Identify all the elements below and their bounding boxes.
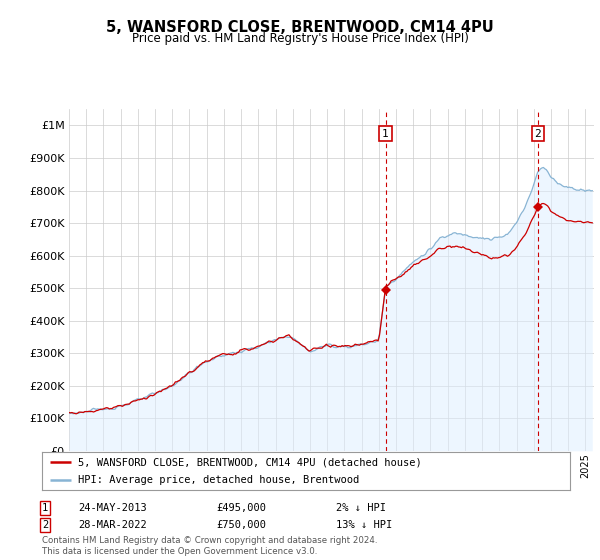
Text: 1: 1	[382, 129, 389, 139]
Text: Price paid vs. HM Land Registry's House Price Index (HPI): Price paid vs. HM Land Registry's House …	[131, 32, 469, 45]
Text: 28-MAR-2022: 28-MAR-2022	[78, 520, 147, 530]
Text: 24-MAY-2013: 24-MAY-2013	[78, 503, 147, 513]
Text: £750,000: £750,000	[216, 520, 266, 530]
Text: 5, WANSFORD CLOSE, BRENTWOOD, CM14 4PU (detached house): 5, WANSFORD CLOSE, BRENTWOOD, CM14 4PU (…	[78, 457, 422, 467]
Text: HPI: Average price, detached house, Brentwood: HPI: Average price, detached house, Bren…	[78, 475, 359, 485]
Text: 5, WANSFORD CLOSE, BRENTWOOD, CM14 4PU: 5, WANSFORD CLOSE, BRENTWOOD, CM14 4PU	[106, 20, 494, 35]
Text: 2: 2	[42, 520, 48, 530]
Text: 2: 2	[535, 129, 541, 139]
Text: £495,000: £495,000	[216, 503, 266, 513]
Text: 13% ↓ HPI: 13% ↓ HPI	[336, 520, 392, 530]
Text: 2% ↓ HPI: 2% ↓ HPI	[336, 503, 386, 513]
Text: 1: 1	[42, 503, 48, 513]
Text: Contains HM Land Registry data © Crown copyright and database right 2024.
This d: Contains HM Land Registry data © Crown c…	[42, 536, 377, 556]
